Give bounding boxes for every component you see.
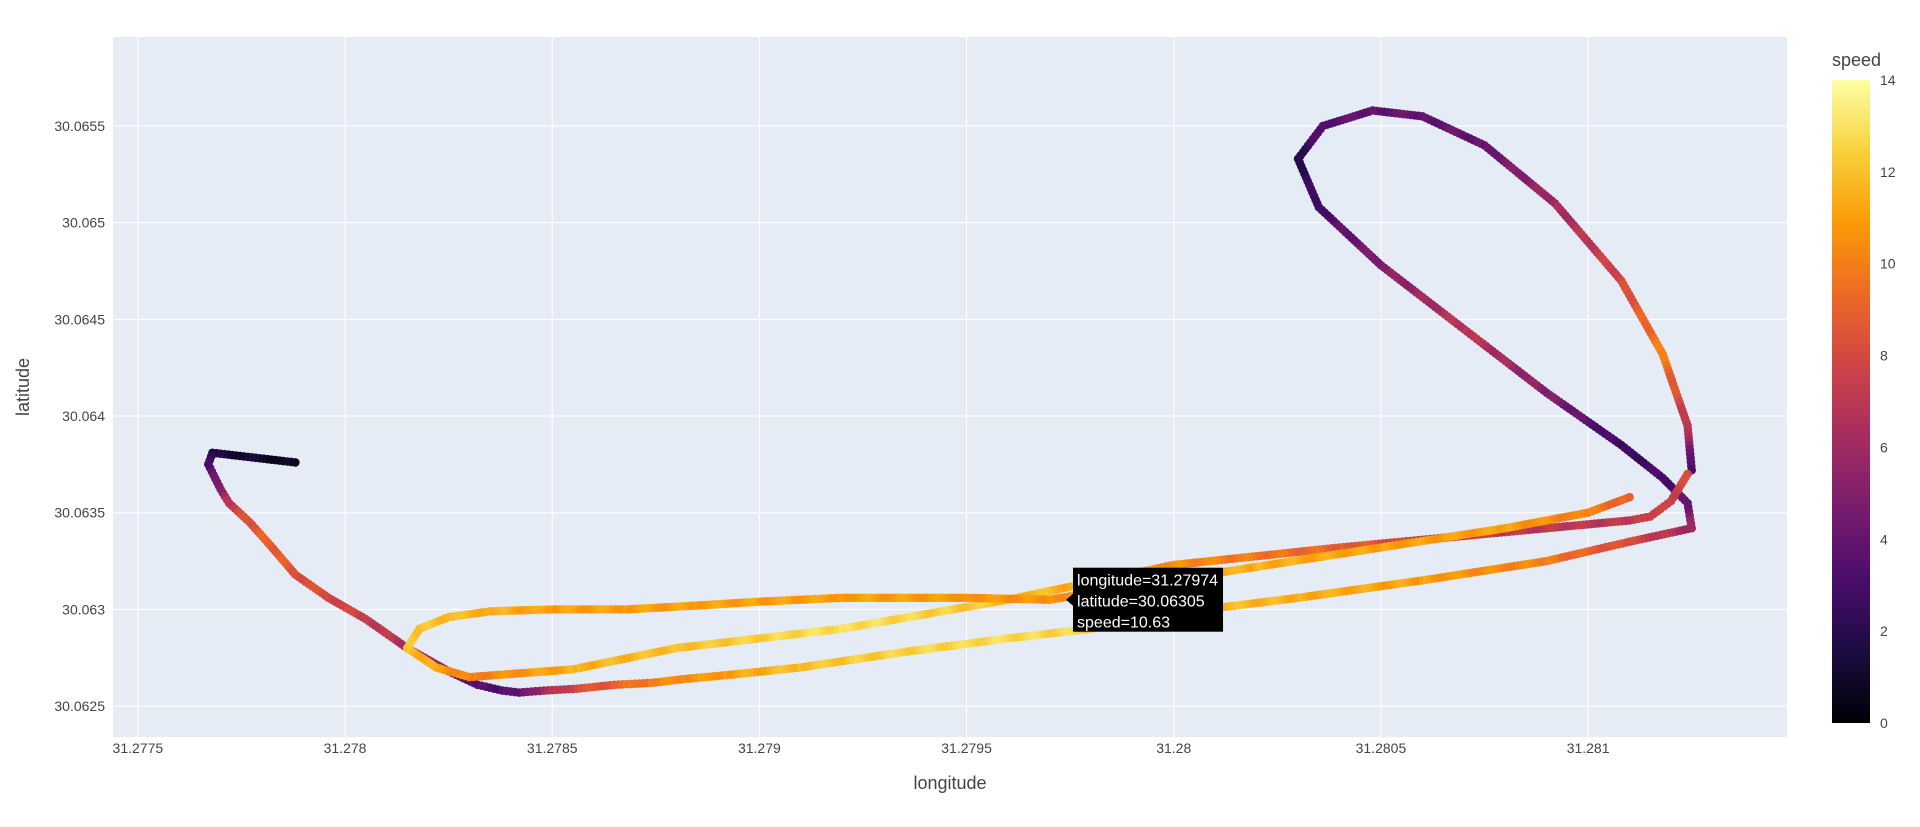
colorbar-tick-label: 4 <box>1880 531 1888 547</box>
tooltip-line: speed=10.63 <box>1077 615 1170 632</box>
tooltip-pointer <box>1066 593 1074 606</box>
hover-tooltip: longitude=31.27974 latitude=30.06305 speed… <box>1066 567 1224 632</box>
colorbar <box>1832 80 1870 723</box>
colorbar-tick-label: 0 <box>1880 715 1888 731</box>
x-tick-label: 31.281 <box>1567 740 1610 756</box>
colorbar-tick-label: 8 <box>1880 348 1888 364</box>
y-tick-label: 30.063 <box>62 601 105 617</box>
x-tick-label: 31.2795 <box>941 740 992 756</box>
y-tick-label: 30.065 <box>62 215 105 231</box>
x-tick-label: 31.2785 <box>527 740 578 756</box>
y-tick-label: 30.064 <box>62 408 105 424</box>
tooltip-box <box>1073 567 1224 632</box>
data-point <box>1625 492 1634 502</box>
colorbar-tick-label: 14 <box>1880 72 1896 88</box>
y-tick-label: 30.0635 <box>54 505 105 521</box>
y-axis-title: latitude <box>13 358 33 416</box>
colorbar-tick-label: 2 <box>1880 623 1888 639</box>
colorbar-title: speed <box>1832 50 1881 70</box>
tooltip-line: longitude=31.27974 <box>1077 573 1218 590</box>
colorbar-tick-label: 10 <box>1880 256 1896 272</box>
y-axis-ticks: 30.0625 30.063 30.0635 30.064 30.0645 30.065 3… <box>54 118 105 714</box>
x-axis-title: longitude <box>913 773 986 793</box>
x-tick-label: 31.279 <box>738 740 781 756</box>
y-tick-label: 30.0645 <box>54 311 105 327</box>
y-tick-label: 30.0655 <box>54 118 105 134</box>
x-tick-label: 31.278 <box>324 740 367 756</box>
x-tick-label: 31.2775 <box>113 740 164 756</box>
x-axis-ticks: 31.2775 31.278 31.2785 31.279 31.2795 31.28 31… <box>113 740 1610 756</box>
x-tick-label: 31.28 <box>1156 740 1191 756</box>
plot-background <box>113 37 1787 737</box>
x-tick-label: 31.2805 <box>1356 740 1407 756</box>
y-tick-label: 30.0625 <box>54 698 105 714</box>
tooltip-line: latitude=30.06305 <box>1077 594 1205 611</box>
colorbar-tick-label: 6 <box>1880 439 1888 455</box>
colorbar-ticks: 0 2 4 6 8 10 12 14 <box>1880 72 1896 731</box>
colorbar-tick-label: 12 <box>1880 164 1896 180</box>
